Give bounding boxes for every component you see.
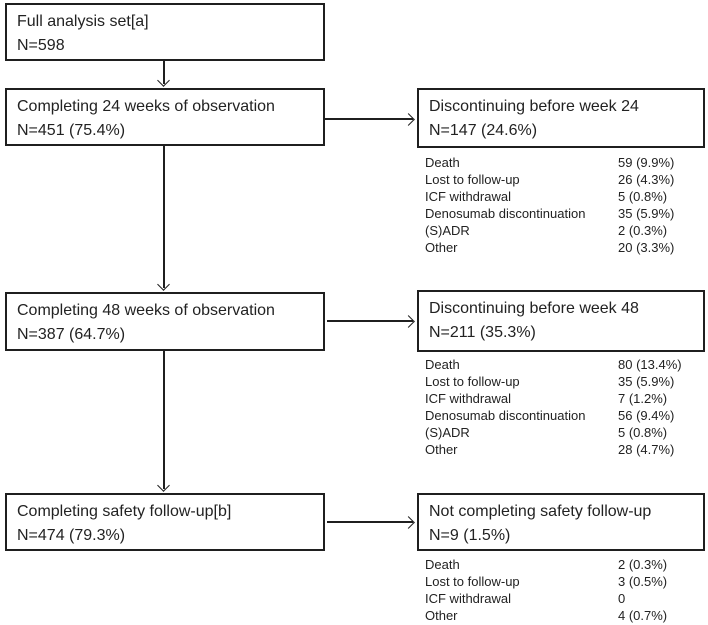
reason-row: Other 4 (0.7%) xyxy=(425,607,701,624)
box-n-value: N=9 (1.5%) xyxy=(429,527,511,544)
reason-value: 26 (4.3%) xyxy=(618,172,675,187)
arrowhead-right-icon xyxy=(402,112,415,126)
reason-row: Death 2 (0.3%) xyxy=(425,556,701,573)
arrow-line xyxy=(327,320,413,322)
arrowhead-down-icon xyxy=(157,479,170,492)
reason-row: Lost to follow-up 35 (5.9%) xyxy=(425,373,701,390)
arrow-line xyxy=(163,146,165,288)
arrowhead-right-icon xyxy=(402,314,415,328)
reason-label: ICF withdrawal xyxy=(425,591,511,606)
box-completing-safety-followup: Completing safety follow-up[b] N=474 (79… xyxy=(5,493,325,551)
box-full-analysis-set: Full analysis set[a] N=598 xyxy=(5,3,325,61)
reason-label: Other xyxy=(425,442,458,457)
arrowhead-down-icon xyxy=(157,278,170,291)
box-n-value: N=598 xyxy=(17,37,65,54)
reason-label: Lost to follow-up xyxy=(425,172,520,187)
reason-row: Lost to follow-up 26 (4.3%) xyxy=(425,171,701,188)
reason-row: Lost to follow-up 3 (0.5%) xyxy=(425,573,701,590)
reason-label: ICF withdrawal xyxy=(425,391,511,406)
arrowhead-down-icon xyxy=(157,74,170,87)
box-title: Completing safety follow-up[b] xyxy=(17,503,232,520)
box-discontinuing-week-24: Discontinuing before week 24 N=147 (24.6… xyxy=(417,88,705,148)
reason-label: ICF withdrawal xyxy=(425,189,511,204)
box-discontinuing-week-48: Discontinuing before week 48 N=211 (35.3… xyxy=(417,290,705,352)
reason-label: Lost to follow-up xyxy=(425,574,520,589)
reason-label: Denosumab discontinuation xyxy=(425,408,586,423)
reason-label: Other xyxy=(425,240,458,255)
reason-row: Death 80 (13.4%) xyxy=(425,356,701,373)
reason-row: ICF withdrawal 0 xyxy=(425,590,701,607)
reason-value: 5 (0.8%) xyxy=(618,425,668,440)
box-title: Completing 48 weeks of observation xyxy=(17,302,275,319)
box-title: Discontinuing before week 24 xyxy=(429,98,639,115)
reason-label: Death xyxy=(425,155,460,170)
reason-label: Death xyxy=(425,357,460,372)
box-n-value: N=451 (75.4%) xyxy=(17,122,126,139)
box-n-value: N=387 (64.7%) xyxy=(17,326,126,343)
reason-value: 59 (9.9%) xyxy=(618,155,675,170)
reason-value: 35 (5.9%) xyxy=(618,206,675,221)
reason-row: ICF withdrawal 5 (0.8%) xyxy=(425,188,701,205)
reason-list-week-24: Death 59 (9.9%) Lost to follow-up 26 (4.… xyxy=(425,154,701,256)
reason-value: 4 (0.7%) xyxy=(618,608,668,623)
reason-label: Death xyxy=(425,557,460,572)
reason-label: Other xyxy=(425,608,458,623)
reason-label: (S)ADR xyxy=(425,223,470,238)
reason-value: 35 (5.9%) xyxy=(618,374,675,389)
reason-row: Other 28 (4.7%) xyxy=(425,441,701,458)
reason-value: 3 (0.5%) xyxy=(618,574,668,589)
reason-label: (S)ADR xyxy=(425,425,470,440)
arrow-line xyxy=(327,521,413,523)
reason-label: Denosumab discontinuation xyxy=(425,206,586,221)
reason-value: 20 (3.3%) xyxy=(618,240,675,255)
reason-row: Denosumab discontinuation 56 (9.4%) xyxy=(425,407,701,424)
box-n-value: N=211 (35.3%) xyxy=(429,324,536,341)
box-not-completing-safety-followup: Not completing safety follow-up N=9 (1.5… xyxy=(417,493,705,551)
reason-value: 28 (4.7%) xyxy=(618,442,675,457)
box-title: Full analysis set[a] xyxy=(17,13,149,30)
reason-row: (S)ADR 2 (0.3%) xyxy=(425,222,701,239)
reason-row: ICF withdrawal 7 (1.2%) xyxy=(425,390,701,407)
arrowhead-right-icon xyxy=(402,515,415,529)
reason-value: 2 (0.3%) xyxy=(618,223,668,238)
box-completing-48-weeks: Completing 48 weeks of observation N=387… xyxy=(5,292,325,351)
reason-row: (S)ADR 5 (0.8%) xyxy=(425,424,701,441)
box-n-value: N=474 (79.3%) xyxy=(17,527,126,544)
reason-value: 0 xyxy=(618,591,626,606)
reason-list-safety-followup: Death 2 (0.3%) Lost to follow-up 3 (0.5%… xyxy=(425,556,701,624)
arrow-line xyxy=(325,118,413,120)
reason-row: Denosumab discontinuation 35 (5.9%) xyxy=(425,205,701,222)
arrow-line xyxy=(163,61,165,84)
reason-value: 7 (1.2%) xyxy=(618,391,668,406)
box-title: Discontinuing before week 48 xyxy=(429,300,639,317)
reason-row: Death 59 (9.9%) xyxy=(425,154,701,171)
reason-value: 5 (0.8%) xyxy=(618,189,668,204)
arrow-line xyxy=(163,351,165,489)
reason-value: 56 (9.4%) xyxy=(618,408,675,423)
reason-label: Lost to follow-up xyxy=(425,374,520,389)
reason-list-week-48: Death 80 (13.4%) Lost to follow-up 35 (5… xyxy=(425,356,701,458)
box-completing-24-weeks: Completing 24 weeks of observation N=451… xyxy=(5,88,325,146)
box-title: Completing 24 weeks of observation xyxy=(17,98,275,115)
box-n-value: N=147 (24.6%) xyxy=(429,122,538,139)
reason-value: 80 (13.4%) xyxy=(618,357,682,372)
reason-row: Other 20 (3.3%) xyxy=(425,239,701,256)
box-title: Not completing safety follow-up xyxy=(429,503,652,520)
reason-value: 2 (0.3%) xyxy=(618,557,668,572)
